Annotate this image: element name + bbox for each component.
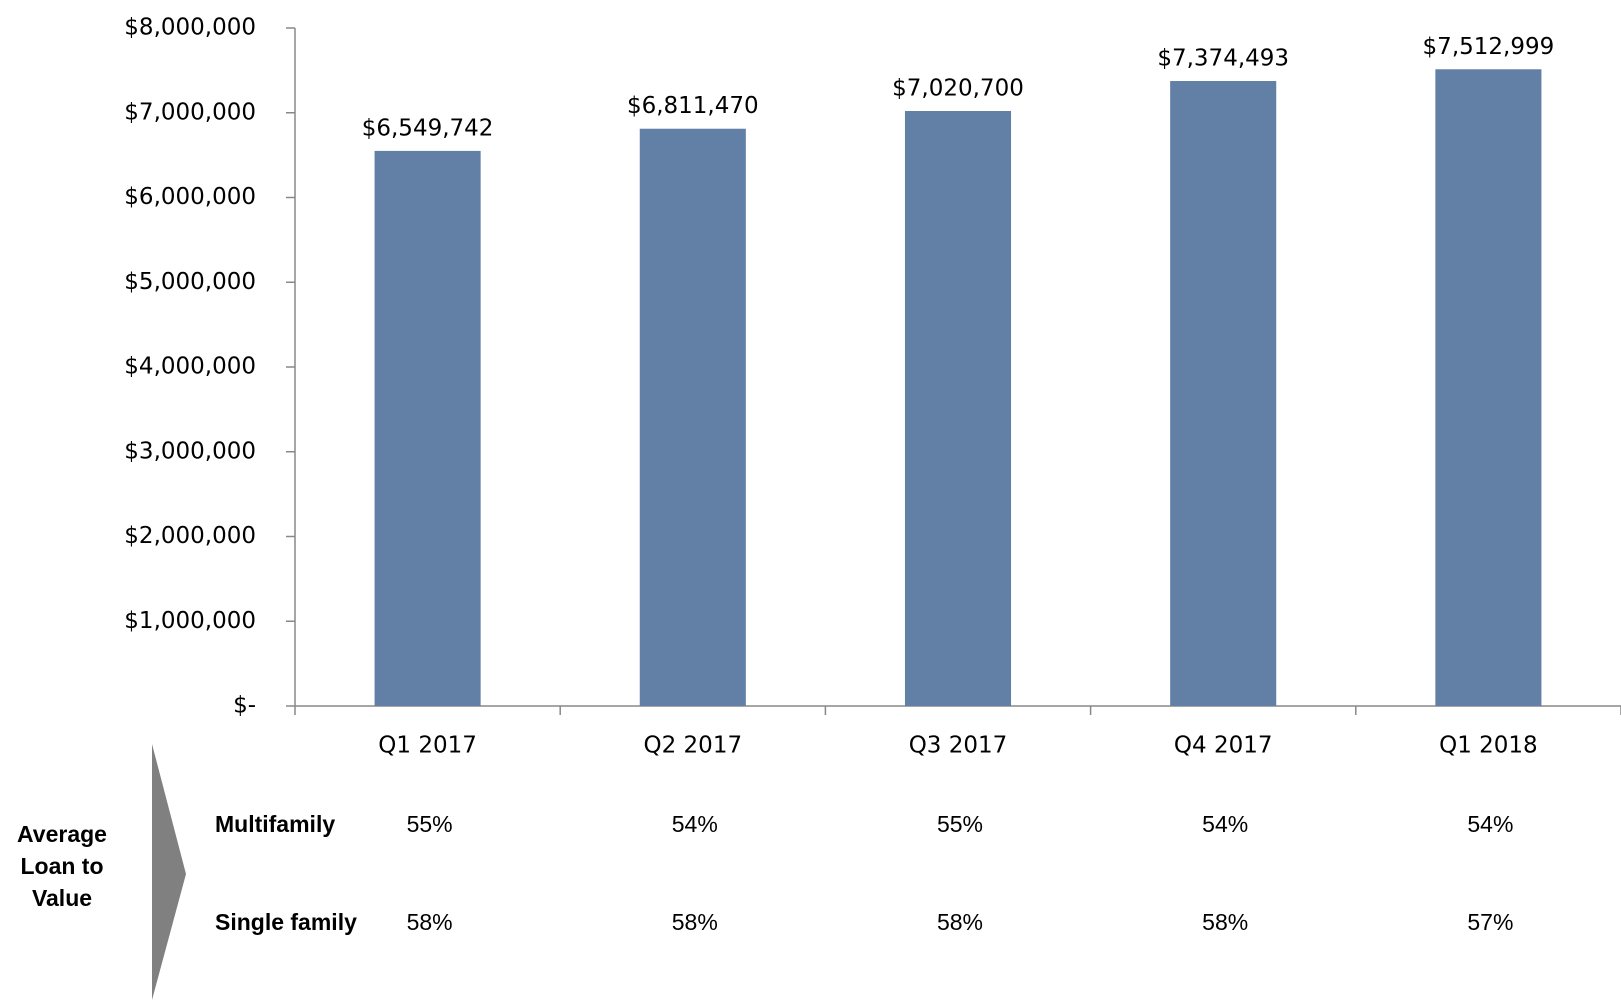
y-tick-label: $2,000,000: [124, 523, 256, 549]
bar: [1435, 69, 1542, 707]
bar: [1170, 81, 1277, 706]
y-tick-label: $6,000,000: [124, 184, 256, 210]
bar: [374, 150, 481, 706]
cell: 58%: [407, 909, 453, 935]
data-label: $7,020,700: [892, 75, 1024, 101]
cell: 58%: [937, 909, 983, 935]
cell: 58%: [672, 909, 718, 935]
table-title: Average: [17, 821, 107, 847]
cell: 55%: [407, 811, 453, 837]
row-label: Multifamily: [215, 811, 335, 837]
data-label: $7,512,999: [1423, 34, 1555, 60]
cell: 54%: [672, 811, 718, 837]
y-tick-label: $1,000,000: [124, 608, 256, 634]
row-label: Single family: [215, 909, 357, 935]
cell: 58%: [1202, 909, 1248, 935]
x-tick-label: Q4 2017: [1174, 733, 1273, 759]
y-tick-label: $8,000,000: [124, 15, 256, 41]
arrow: [152, 744, 186, 1000]
x-tick-label: Q3 2017: [909, 733, 1008, 759]
x-tick-label: Q2 2017: [644, 733, 743, 759]
data-label: $6,549,742: [362, 115, 494, 141]
cell: 55%: [937, 811, 983, 837]
x-tick-label: Q1 2017: [378, 733, 477, 759]
data-label: $7,374,493: [1157, 46, 1289, 72]
data-label: $6,811,470: [627, 93, 759, 119]
y-tick-label: $7,000,000: [124, 99, 256, 125]
cell: 54%: [1467, 811, 1513, 837]
y-tick-label: $3,000,000: [124, 438, 256, 464]
y-tick-label: $4,000,000: [124, 354, 256, 380]
bar: [639, 128, 746, 707]
table-title: Loan to: [20, 853, 103, 879]
y-tick-label: $5,000,000: [124, 269, 256, 295]
table-title: Value: [32, 885, 92, 911]
cell: 54%: [1202, 811, 1248, 837]
cell: 57%: [1467, 909, 1513, 935]
y-tick-label: $-: [233, 693, 256, 719]
bar: [904, 110, 1012, 707]
x-tick-label: Q1 2018: [1439, 733, 1538, 759]
